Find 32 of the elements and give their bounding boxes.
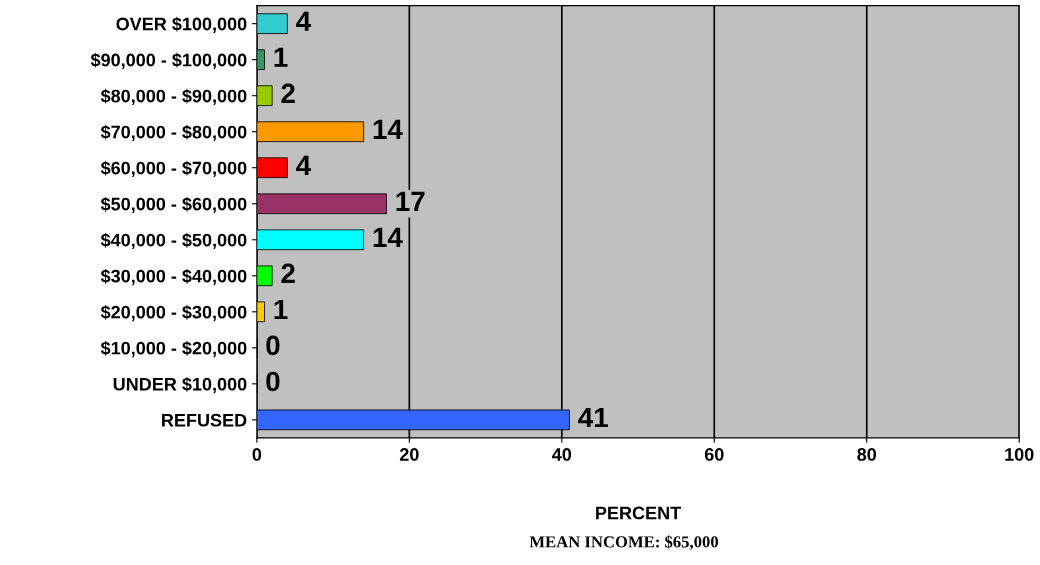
data-label: 4 — [296, 11, 312, 31]
x-tick-label: 60 — [704, 448, 724, 461]
y-tick-label: $80,000 - $90,000 — [100, 88, 247, 106]
data-label: 4 — [296, 155, 312, 175]
data-label: 0 — [266, 335, 280, 356]
y-tick-label: REFUSED — [162, 413, 247, 427]
y-tick-label: $70,000 - $80,000 — [100, 124, 247, 142]
data-label: 2 — [281, 83, 295, 103]
x-tick-label: 80 — [857, 448, 877, 461]
data-label: 14 — [373, 227, 403, 247]
y-tick-label: $20,000 - $30,000 — [100, 304, 247, 322]
x-tick-label: 100 — [1005, 448, 1034, 461]
y-tick-label: OVER $100,000 — [116, 16, 247, 33]
y-tick-label: $40,000 - $50,000 — [100, 232, 247, 250]
data-label: 41 — [578, 407, 608, 428]
y-tick-label: $50,000 - $60,000 — [100, 196, 247, 214]
x-axis-title: PERCENT — [596, 506, 681, 520]
y-tick-label: $90,000 - $100,000 — [90, 52, 247, 70]
data-label: 0 — [266, 371, 280, 392]
y-tick-label: UNDER $10,000 — [113, 376, 247, 394]
x-tick-label: 40 — [552, 448, 572, 461]
y-tick-label: $10,000 - $20,000 — [100, 340, 247, 358]
data-label: 1 — [274, 47, 288, 67]
text: MEAN INCOME: $65,000 — [529, 535, 719, 550]
x-tick-label: 20 — [399, 448, 419, 461]
data-label: 14 — [373, 119, 403, 139]
x-tick-label: 0 — [252, 448, 262, 461]
y-tick-label: $60,000 - $70,000 — [100, 160, 247, 178]
data-label: 1 — [274, 299, 288, 319]
data-label: 17 — [396, 191, 425, 211]
data-label: 2 — [281, 263, 295, 283]
y-tick-label: $30,000 - $40,000 — [100, 268, 247, 286]
